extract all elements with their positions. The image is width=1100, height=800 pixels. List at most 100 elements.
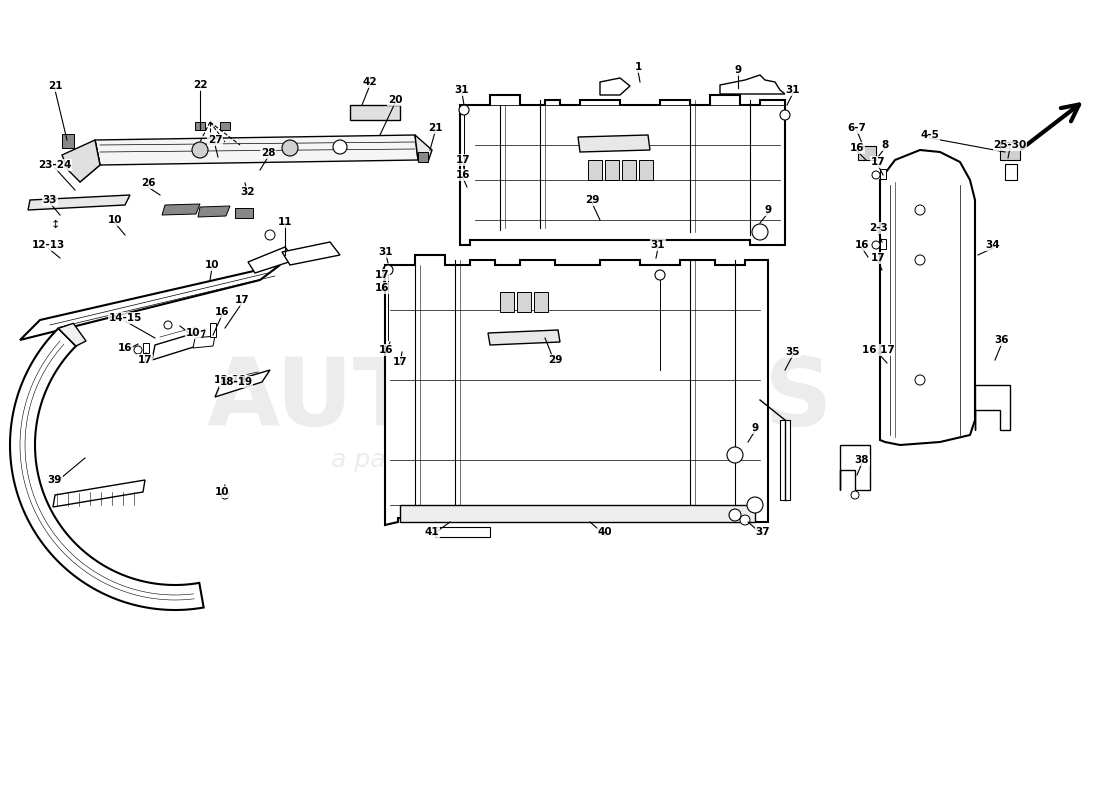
- Text: 17: 17: [375, 270, 389, 280]
- Text: 25-30: 25-30: [993, 140, 1026, 150]
- Polygon shape: [488, 330, 560, 345]
- Polygon shape: [75, 140, 100, 182]
- Polygon shape: [58, 323, 86, 346]
- Text: 22: 22: [192, 80, 207, 90]
- Text: 16: 16: [378, 345, 394, 355]
- Text: 31: 31: [651, 240, 666, 250]
- Text: 34: 34: [986, 240, 1000, 250]
- Bar: [220, 122, 230, 130]
- Text: 1: 1: [635, 62, 641, 72]
- Text: 27: 27: [208, 135, 222, 145]
- Text: 4-5: 4-5: [921, 130, 939, 140]
- Text: 10: 10: [108, 215, 122, 225]
- Bar: [235, 208, 253, 218]
- Circle shape: [459, 105, 469, 115]
- Text: 9: 9: [764, 205, 771, 215]
- Polygon shape: [198, 206, 230, 217]
- Text: 29: 29: [585, 195, 600, 205]
- Text: 16: 16: [375, 283, 389, 293]
- Text: 40: 40: [597, 527, 613, 537]
- Circle shape: [192, 142, 208, 158]
- Text: a passion for parts since 1985: a passion for parts since 1985: [331, 448, 708, 472]
- Text: 11: 11: [277, 217, 293, 227]
- Text: 14-15: 14-15: [108, 313, 142, 323]
- Circle shape: [727, 447, 742, 463]
- Text: 31: 31: [454, 85, 470, 95]
- Circle shape: [872, 171, 880, 179]
- Circle shape: [851, 491, 859, 499]
- Bar: [621, 160, 636, 180]
- Polygon shape: [28, 195, 130, 210]
- Polygon shape: [780, 420, 790, 500]
- Polygon shape: [53, 480, 145, 507]
- Text: 10: 10: [205, 260, 219, 270]
- Text: ↕: ↕: [51, 220, 59, 230]
- Text: 17: 17: [871, 157, 886, 167]
- Circle shape: [747, 497, 763, 513]
- Bar: [880, 239, 886, 249]
- Polygon shape: [20, 265, 281, 340]
- Polygon shape: [385, 255, 768, 525]
- Text: 16 17: 16 17: [861, 345, 894, 355]
- Text: 32: 32: [241, 187, 255, 197]
- Bar: [62, 134, 74, 148]
- Polygon shape: [282, 242, 340, 265]
- Text: 10: 10: [186, 328, 200, 338]
- Text: 33: 33: [43, 195, 57, 205]
- Text: 21: 21: [428, 123, 442, 133]
- Circle shape: [915, 375, 925, 385]
- Text: 16: 16: [214, 307, 229, 317]
- Text: 37: 37: [756, 527, 770, 537]
- Polygon shape: [162, 204, 200, 215]
- Text: 28: 28: [261, 148, 275, 158]
- Polygon shape: [152, 330, 205, 360]
- Text: 41: 41: [425, 527, 439, 537]
- Text: 9: 9: [751, 423, 759, 433]
- Text: 17: 17: [138, 355, 152, 365]
- Text: 17: 17: [393, 357, 407, 367]
- Circle shape: [915, 255, 925, 265]
- Bar: [210, 323, 216, 337]
- Circle shape: [780, 110, 790, 120]
- Circle shape: [729, 509, 741, 521]
- Text: 17: 17: [871, 253, 886, 263]
- Bar: [880, 169, 886, 179]
- Text: 17: 17: [234, 295, 250, 305]
- Text: 12-13: 12-13: [32, 240, 65, 250]
- Circle shape: [383, 265, 393, 275]
- Bar: [195, 122, 205, 130]
- Text: AUTOPARTS: AUTOPARTS: [207, 354, 833, 446]
- Circle shape: [221, 491, 229, 499]
- Polygon shape: [214, 370, 270, 397]
- Polygon shape: [434, 527, 490, 537]
- Bar: [639, 160, 653, 180]
- Polygon shape: [62, 140, 100, 182]
- Text: 23-24: 23-24: [39, 160, 72, 170]
- Polygon shape: [578, 135, 650, 152]
- Polygon shape: [415, 135, 432, 162]
- Polygon shape: [248, 247, 295, 273]
- Bar: [858, 146, 876, 160]
- Bar: [1005, 164, 1018, 180]
- Bar: [534, 292, 548, 312]
- Bar: [588, 160, 602, 180]
- Circle shape: [915, 205, 925, 215]
- Polygon shape: [975, 385, 1010, 430]
- Circle shape: [265, 230, 275, 240]
- Text: 16: 16: [849, 143, 865, 153]
- Text: 42: 42: [363, 77, 377, 87]
- Text: 26: 26: [141, 178, 155, 188]
- Polygon shape: [880, 150, 975, 445]
- Text: 6-7: 6-7: [848, 123, 867, 133]
- Circle shape: [333, 140, 346, 154]
- Circle shape: [282, 140, 298, 156]
- Polygon shape: [720, 75, 785, 94]
- Text: 17: 17: [455, 155, 471, 165]
- Polygon shape: [460, 95, 785, 245]
- Polygon shape: [350, 105, 400, 120]
- Polygon shape: [600, 78, 630, 95]
- Bar: [605, 160, 619, 180]
- Text: 10: 10: [214, 487, 229, 497]
- Circle shape: [164, 321, 172, 329]
- Bar: [517, 292, 531, 312]
